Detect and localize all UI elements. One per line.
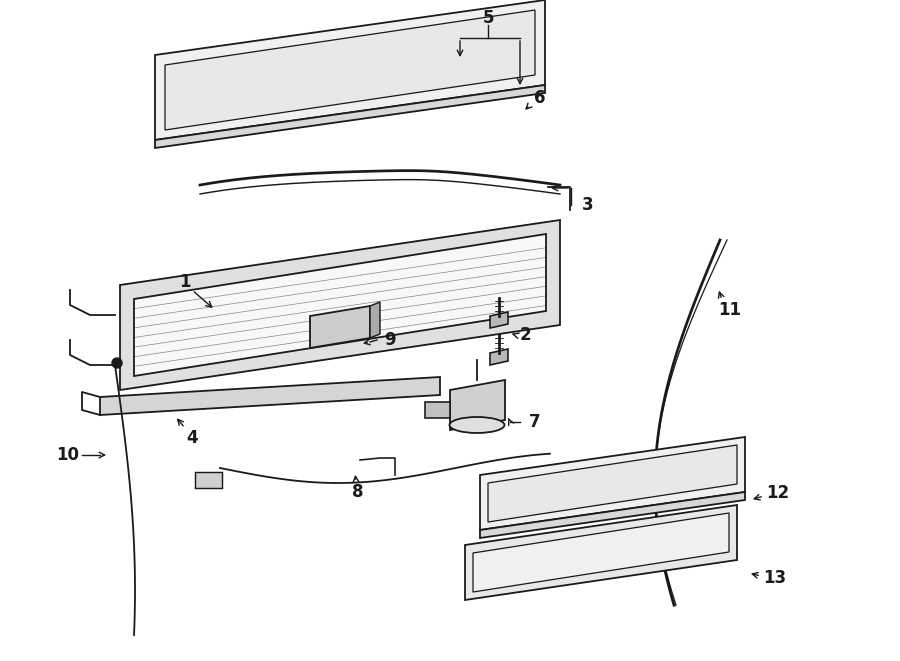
Text: 10: 10 — [57, 446, 79, 464]
Text: 9: 9 — [384, 331, 396, 349]
Polygon shape — [488, 445, 737, 522]
Polygon shape — [480, 437, 745, 530]
Text: 12: 12 — [767, 484, 789, 502]
Text: 1: 1 — [179, 273, 191, 291]
Polygon shape — [310, 306, 370, 348]
Circle shape — [112, 358, 122, 368]
Polygon shape — [425, 402, 450, 418]
Text: 11: 11 — [718, 301, 742, 319]
Polygon shape — [480, 492, 745, 538]
Text: 13: 13 — [763, 569, 787, 587]
Polygon shape — [195, 472, 222, 488]
Text: 8: 8 — [352, 483, 364, 501]
Polygon shape — [165, 10, 535, 130]
Ellipse shape — [449, 417, 505, 433]
Polygon shape — [490, 349, 508, 365]
Polygon shape — [155, 85, 545, 148]
Polygon shape — [370, 302, 380, 338]
Polygon shape — [473, 513, 729, 592]
Polygon shape — [155, 0, 545, 140]
Text: 2: 2 — [519, 326, 531, 344]
Text: 5: 5 — [482, 9, 494, 27]
Polygon shape — [465, 505, 737, 600]
Polygon shape — [450, 380, 505, 430]
Polygon shape — [490, 312, 508, 328]
Text: 7: 7 — [529, 413, 541, 431]
Text: 3: 3 — [582, 196, 594, 214]
Text: 4: 4 — [186, 429, 198, 447]
Polygon shape — [120, 220, 560, 390]
Text: 6: 6 — [535, 89, 545, 107]
Polygon shape — [100, 377, 440, 415]
Polygon shape — [134, 234, 546, 376]
